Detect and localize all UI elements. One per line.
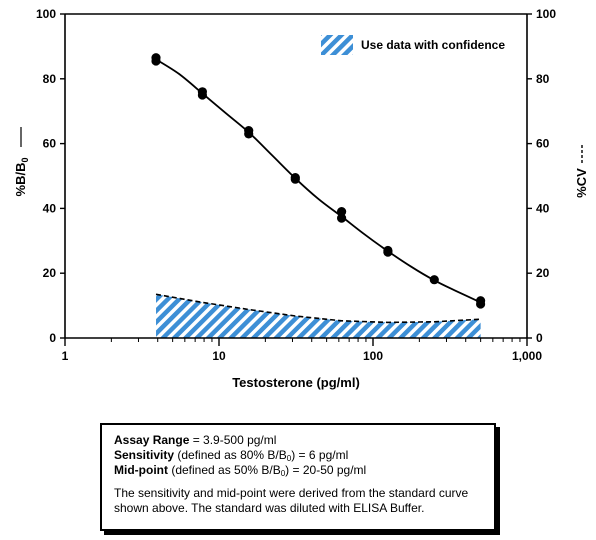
midpoint-sub: 0 [280, 469, 286, 478]
assay-note: The sensitivity and mid-point were deriv… [114, 486, 469, 515]
sensitivity-text-a: (defined as 80% B/B [174, 448, 287, 462]
x-tick-label: 100 [363, 349, 383, 363]
axes [64, 13, 528, 339]
assay-info-box: Assay Range = 3.9-500 pg/ml Sensitivity … [100, 423, 496, 531]
midpoint-text-a: (defined as 50% B/B [167, 463, 281, 477]
data-point [383, 247, 393, 257]
y-left-tick-label: 60 [43, 137, 57, 151]
standard-curve-chart: 0 0 20 20 40 40 60 60 80 80 100 100 1 10 100 1,000 Use … [13, 7, 589, 390]
assay-range-line: Assay Range = 3.9-500 pg/ml [114, 433, 482, 448]
cv-area-layer [155, 293, 481, 338]
data-point [197, 90, 207, 100]
data-point [151, 56, 161, 66]
x-tick-label: 1 [62, 349, 69, 363]
sensitivity-label: Sensitivity [114, 448, 175, 462]
y-left-tick-label: 100 [36, 7, 56, 21]
x-axis-title: Testosterone (pg/ml) [232, 375, 360, 390]
y-left-tick-label: 0 [49, 331, 56, 345]
assay-range-label: Assay Range [114, 433, 190, 447]
midpoint-line: Mid-point (defined as 50% B/B0) = 20-50 … [114, 463, 482, 478]
y-right-tick-label: 20 [536, 266, 550, 280]
y-right-tick-label: 100 [536, 7, 556, 21]
y-right-tick-label: 80 [536, 72, 550, 86]
midpoint-label: Mid-point [114, 463, 168, 477]
sensitivity-text-b: ) = 6 pg/ml [291, 448, 349, 462]
y-left-tick-label: 80 [43, 72, 57, 86]
y-left-tick-label: 20 [43, 266, 57, 280]
data-point [337, 207, 347, 217]
y-right-tick-label: 0 [536, 331, 543, 345]
x-tick-label: 10 [212, 349, 226, 363]
data-point [476, 299, 486, 309]
svg-text:%B/B0: %B/B0 [13, 158, 30, 197]
data-point [244, 129, 254, 139]
data-point [290, 174, 300, 184]
y-left-label-sub: 0 [20, 158, 30, 163]
midpoint-text-b: ) = 20-50 pg/ml [285, 463, 367, 477]
assay-range-value: = 3.9-500 pg/ml [189, 433, 277, 447]
sensitivity-sub: 0 [286, 454, 292, 463]
legend-swatch [321, 35, 353, 55]
cv-dashed-line [155, 293, 481, 324]
data-point [337, 213, 347, 223]
ticks: 0 0 20 20 40 40 60 60 80 80 100 100 1 10 100 1,000 [36, 7, 556, 363]
y-axis-right-title: %CV [574, 143, 589, 198]
y-left-label: %B/B [13, 163, 28, 197]
y-left-tick-label: 40 [43, 201, 57, 215]
fit-curve-layer [155, 58, 481, 304]
data-points-layer [151, 53, 486, 309]
data-point [429, 275, 439, 285]
fit-curve [155, 58, 481, 304]
x-tick-label: 1,000 [512, 349, 542, 363]
y-right-tick-label: 40 [536, 201, 550, 215]
sensitivity-line: Sensitivity (defined as 80% B/B0) = 6 pg… [114, 448, 482, 463]
y-axis-left-title: %B/B0 [13, 127, 30, 196]
legend: Use data with confidence [321, 35, 505, 55]
y-right-label: %CV [574, 168, 589, 198]
cv-hatched-area [156, 294, 481, 338]
legend-label: Use data with confidence [361, 38, 505, 52]
y-right-tick-label: 60 [536, 137, 550, 151]
